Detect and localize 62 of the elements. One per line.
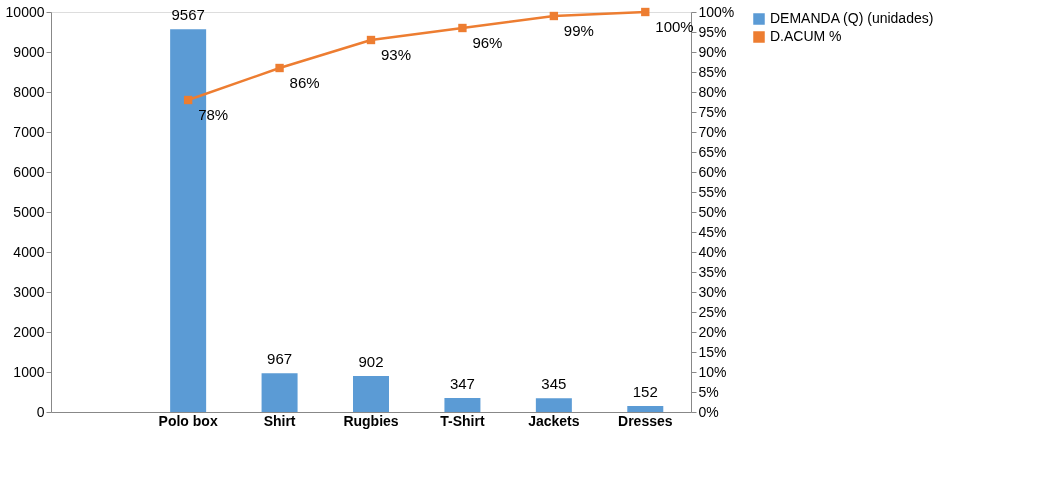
y-tick-label: 9000	[13, 43, 45, 60]
point	[458, 23, 467, 33]
data-label: 152	[632, 382, 658, 400]
bar	[535, 398, 572, 412]
x-tick-label: Rugbies	[343, 412, 399, 429]
y2-tick-label: 60%	[698, 163, 727, 180]
y2-tick-label: 30%	[698, 283, 727, 300]
y2-tick-label: 35%	[698, 263, 727, 280]
bar	[627, 405, 664, 412]
x-tick-label: T-Shirt	[440, 412, 485, 429]
x-tick-label: Shirt	[263, 412, 296, 429]
data-label: 86%	[289, 74, 320, 91]
y2-tick-label: 95%	[698, 23, 727, 40]
point	[366, 35, 376, 45]
bar	[353, 375, 389, 412]
point	[641, 7, 650, 17]
y-tick-label: 5000	[13, 203, 45, 220]
data-label: 347	[449, 375, 475, 393]
bar	[444, 398, 481, 412]
legend-label: D.ACUM %	[770, 28, 842, 44]
data-label: 9567	[171, 6, 205, 24]
y2-tick-label: 85%	[698, 63, 727, 80]
y2-tick-label: 100%	[698, 3, 735, 20]
y-tick-label: 0	[36, 403, 45, 420]
y2-tick-label: 10%	[698, 363, 727, 380]
data-label: 967	[267, 350, 293, 368]
y2-tick-label: 5%	[698, 383, 719, 400]
x-tick-label: Jackets	[528, 412, 580, 429]
data-label: 902	[358, 352, 384, 370]
data-label: 100%	[655, 18, 694, 35]
y2-tick-label: 45%	[698, 223, 727, 240]
y-tick-label: 4000	[13, 243, 45, 260]
y-tick-label: 8000	[13, 83, 45, 100]
y2-tick-label: 80%	[698, 83, 727, 100]
y-tick-label: 10000	[5, 3, 45, 20]
y2-tick-label: 70%	[698, 123, 727, 140]
point	[183, 95, 193, 105]
x-tick-label: Dresses	[618, 412, 673, 429]
point	[275, 63, 284, 73]
y2-tick-label: 75%	[698, 103, 727, 120]
data-label: 93%	[381, 46, 412, 63]
y2-tick-label: 15%	[698, 343, 727, 360]
y-tick-label: 7000	[13, 123, 45, 140]
y2-tick-label: 90%	[698, 43, 727, 60]
bar	[261, 373, 298, 412]
y-tick-label: 2000	[13, 323, 45, 340]
y2-tick-label: 65%	[698, 143, 727, 160]
y2-tick-label: 25%	[698, 303, 727, 320]
y-tick-label: 3000	[13, 283, 45, 300]
data-label: 345	[541, 375, 567, 393]
y2-tick-label: 40%	[698, 243, 727, 260]
y2-tick-label: 20%	[698, 323, 727, 340]
x-tick-label: Polo box	[158, 412, 218, 429]
y-tick-label: 6000	[13, 163, 45, 180]
y2-tick-label: 0%	[698, 403, 719, 420]
point	[549, 11, 559, 21]
y-tick-label: 1000	[13, 363, 45, 380]
legend-label: DEMANDA (Q) (unidades)	[770, 10, 934, 26]
y2-tick-label: 50%	[698, 203, 727, 220]
data-label: 99%	[563, 22, 594, 39]
y2-tick-label: 55%	[698, 183, 727, 200]
data-label: 96%	[472, 34, 503, 51]
